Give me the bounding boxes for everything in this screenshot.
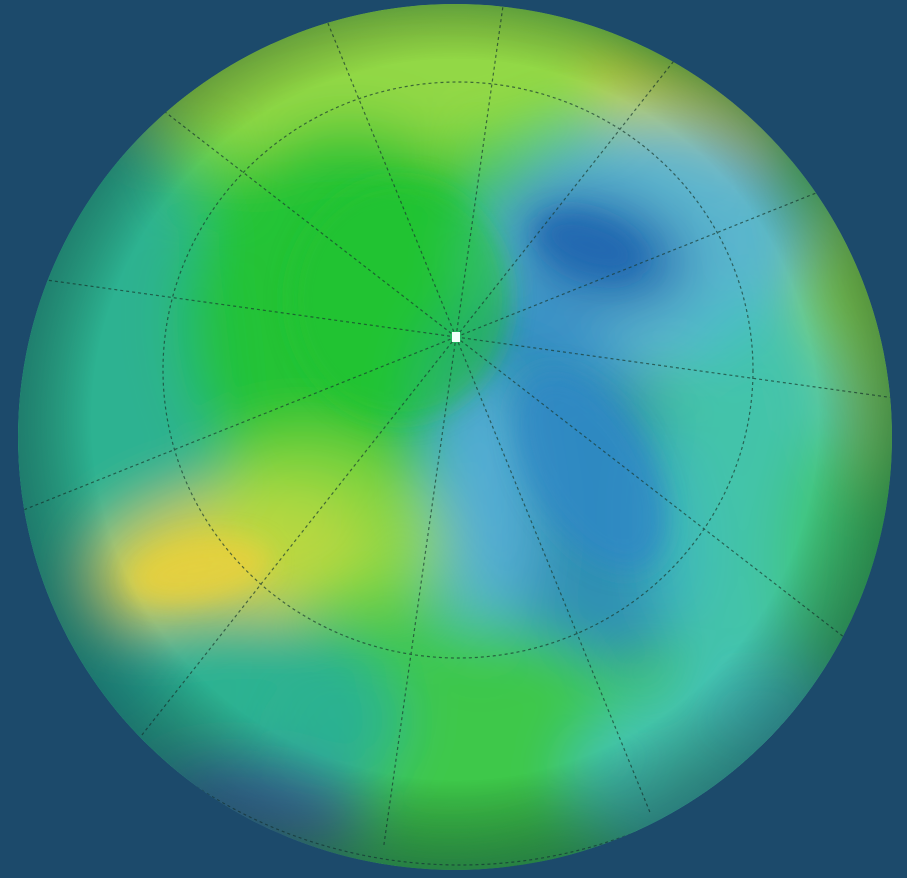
globe-limb-shade: [18, 4, 892, 870]
north-pole-marker: [452, 332, 460, 342]
